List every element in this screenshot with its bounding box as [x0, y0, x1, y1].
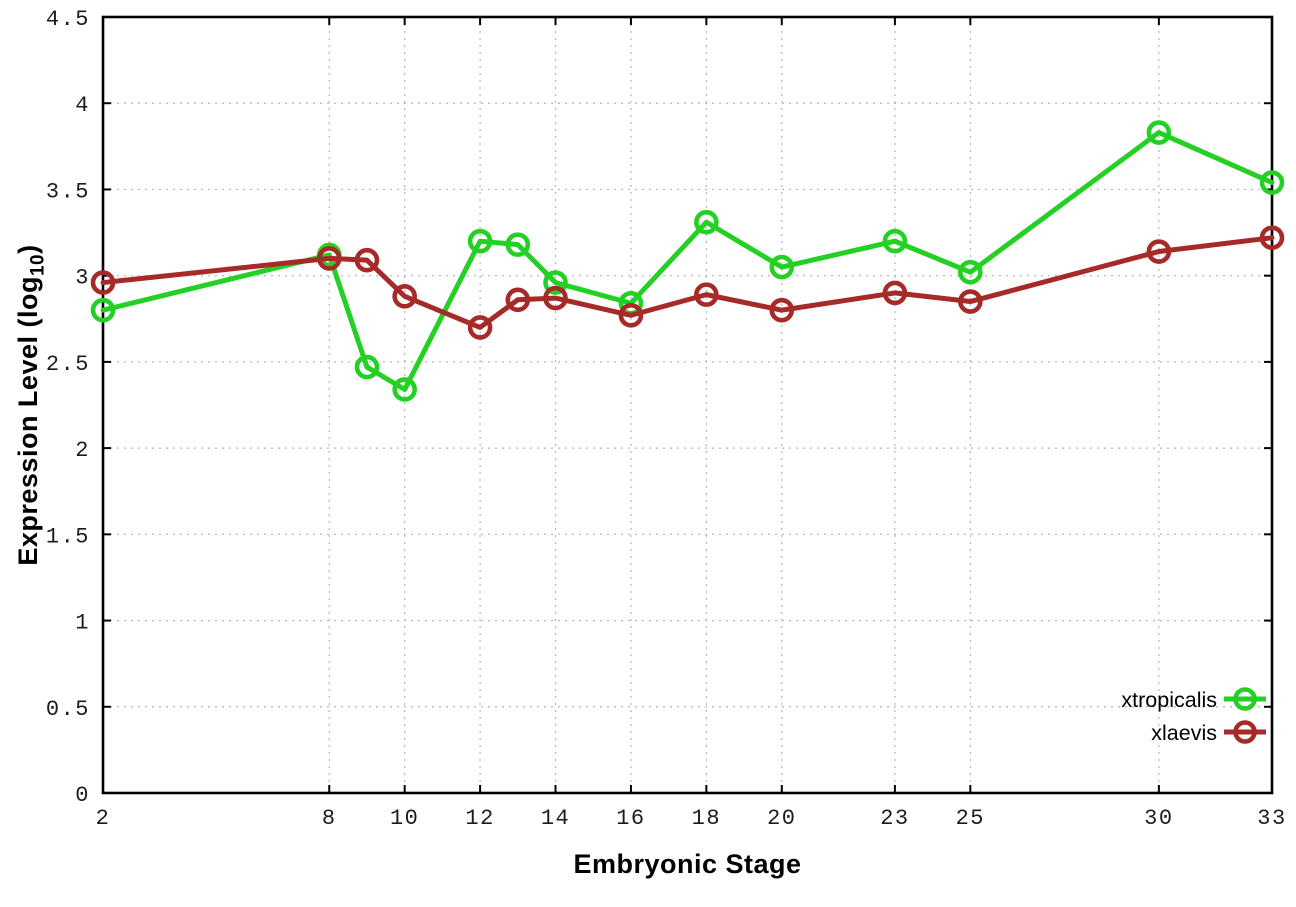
data-point-xlaevis	[1259, 225, 1285, 251]
x-tick-label: 18	[692, 806, 721, 831]
y-tick-label: 4.5	[46, 7, 90, 32]
data-point-xtropicalis	[543, 270, 568, 295]
x-tick-label: 16	[616, 806, 645, 831]
y-axis-title-text: Expression Level (log	[13, 276, 43, 566]
data-point-xlaevis	[1146, 239, 1172, 264]
data-point-xlaevis	[354, 247, 380, 273]
legend-label-xtropicalis: xtropicalis	[1121, 688, 1217, 712]
plot-border	[101, 15, 1274, 795]
y-axis-title-close: )	[13, 244, 43, 254]
data-point-xtropicalis	[1259, 170, 1285, 195]
data-point-xtropicalis	[694, 209, 719, 235]
data-point-xlaevis	[467, 315, 493, 340]
data-point-xtropicalis	[958, 259, 983, 285]
x-tick-label: 8	[322, 806, 337, 831]
data-point-xlaevis	[882, 280, 908, 306]
data-point-xtropicalis	[1146, 120, 1172, 145]
data-point-xlaevis	[769, 297, 795, 323]
series-line-xtropicalis	[100, 130, 1275, 392]
y-tick-label: 2	[75, 438, 90, 463]
data-point-xlaevis	[90, 270, 116, 295]
data-point-xlaevis	[543, 285, 568, 311]
x-tick-label: 30	[1144, 806, 1173, 831]
x-tick-label: 23	[880, 806, 909, 831]
y-tick-label: 0.5	[46, 697, 90, 722]
x-tick-label: 12	[465, 806, 494, 831]
y-tick-label: 4	[75, 93, 90, 118]
x-tick-label: 33	[1257, 806, 1286, 831]
data-point-xtropicalis	[505, 232, 531, 257]
x-tick-label: 20	[767, 806, 796, 831]
y-tick-label: 0	[75, 783, 90, 808]
data-point-xtropicalis	[90, 297, 116, 323]
x-tick-label: 10	[390, 806, 419, 831]
legend-marker-xlaevis	[1233, 720, 1257, 744]
legend-marker-xtropicalis	[1233, 687, 1257, 711]
data-point-xtropicalis	[467, 228, 493, 254]
data-point-xlaevis	[505, 287, 531, 313]
data-point-xlaevis	[618, 303, 644, 328]
data-point-xtropicalis	[392, 377, 417, 402]
x-tick-label: 25	[956, 806, 985, 831]
y-axis-title: Expression Level (log10)	[11, 105, 49, 705]
data-point-xlaevis	[694, 282, 719, 307]
series-line-xlaevis	[100, 235, 1275, 330]
x-tick-label: 14	[541, 806, 570, 831]
y-tick-label: 1	[75, 611, 90, 636]
data-point-xlaevis	[392, 284, 417, 309]
data-point-xtropicalis	[882, 228, 908, 254]
x-tick-label: 2	[96, 806, 111, 831]
y-tick-label: 3	[75, 266, 90, 291]
data-point-xtropicalis	[354, 354, 380, 380]
y-tick-label: 2.5	[46, 352, 90, 377]
data-point-xlaevis	[316, 246, 342, 271]
data-point-xlaevis	[958, 289, 983, 314]
y-tick-label: 3.5	[46, 179, 90, 204]
legend-label-xlaevis: xlaevis	[1151, 721, 1217, 745]
x-axis-title: Embryonic Stage	[573, 849, 802, 879]
data-point-xtropicalis	[769, 254, 795, 280]
y-axis-title-subscript: 10	[27, 253, 49, 277]
y-tick-label: 1.5	[46, 524, 90, 549]
